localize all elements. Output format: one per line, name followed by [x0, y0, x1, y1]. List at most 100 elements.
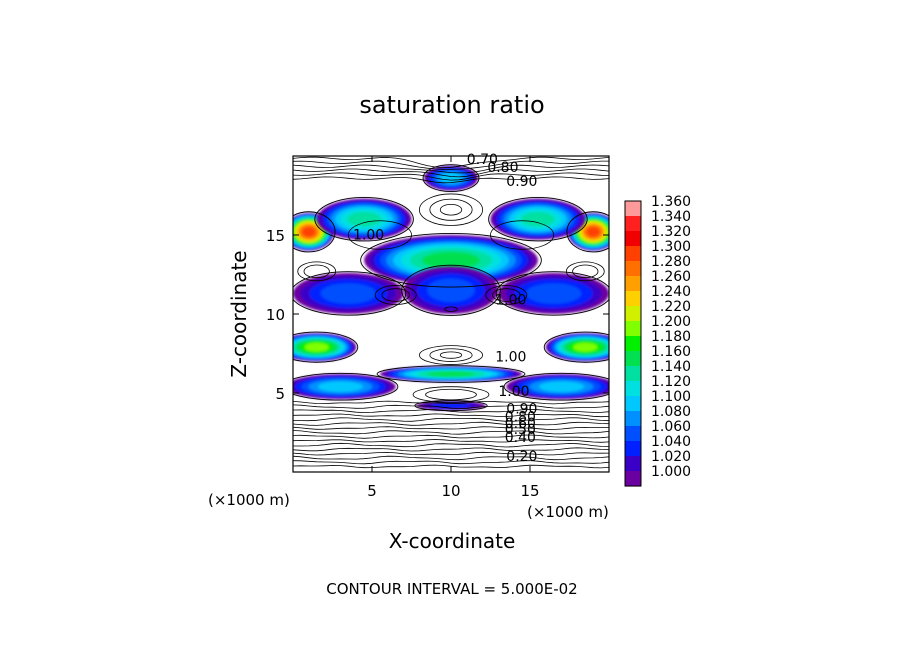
contour-line: [293, 430, 609, 435]
contour-line: [303, 264, 330, 279]
contour-line: [293, 372, 399, 401]
colorbar-swatch: [625, 321, 641, 337]
contour-label: 0.80: [487, 160, 518, 176]
saturation-level-band: [521, 211, 555, 227]
contour-line: [360, 233, 542, 288]
colorbar-swatch: [625, 366, 641, 382]
supersaturated-region: [403, 266, 499, 314]
contour-line: [293, 404, 609, 410]
contour-label: 0.80: [505, 409, 536, 425]
contour-line: [293, 160, 609, 170]
contour-line: [572, 264, 599, 279]
contour-line: [503, 372, 609, 401]
contour-line: [293, 331, 359, 363]
contour-line: [293, 455, 609, 461]
contour-line: [566, 211, 609, 253]
contour-line: [490, 220, 555, 250]
y-axis-label: Z-coordinate: [227, 250, 251, 377]
contour-line: [293, 156, 609, 169]
contour-label: 0.20: [506, 449, 537, 465]
supersaturated-region: [379, 366, 523, 382]
colorbar-swatch: [625, 306, 641, 322]
contour-line: [293, 176, 609, 184]
contour-line: [293, 460, 609, 465]
saturation-level-band: [427, 371, 475, 377]
supersaturated-region: [293, 272, 404, 314]
colorbar-label: 1.340: [651, 209, 691, 225]
contour-line: [565, 261, 605, 282]
contour-line: [293, 168, 609, 178]
saturation-level-band: [526, 283, 582, 304]
contour-line: [297, 261, 337, 282]
saturation-level-band: [422, 251, 480, 269]
supersaturated-region: [506, 374, 609, 400]
saturation-level-band: [427, 278, 475, 303]
x-tick-label: 15: [520, 482, 539, 500]
colorbar-swatch: [625, 396, 641, 412]
colorbar-label: 1.240: [651, 284, 691, 300]
colorbar-label: 1.100: [651, 389, 691, 405]
saturation-level-band: [320, 283, 376, 304]
axis-ticks: 5 10 15 5 10 15: [266, 156, 609, 500]
contour-line: [439, 351, 463, 359]
supersaturated-region: [293, 374, 396, 400]
contour-lines: [293, 156, 609, 469]
contour-line: [293, 417, 609, 422]
colorbar-swatch: [625, 201, 641, 217]
colorbar-swatch: [625, 276, 641, 292]
contour-line: [293, 172, 609, 181]
plot-area: 0.700.800.901.001.001.001.000.900.800.60…: [266, 152, 610, 500]
contour-line: [439, 203, 463, 216]
contour-label: 0.50: [505, 422, 536, 438]
colorbar-swatch: [625, 231, 641, 247]
contour-line: [293, 426, 609, 430]
colorbar-label: 1.020: [651, 449, 691, 465]
contour-label: 0.40: [505, 430, 536, 446]
chart-title: saturation ratio: [359, 91, 544, 119]
supersaturated-region: [490, 198, 586, 240]
colorbar-label: 1.180: [651, 329, 691, 345]
supersaturated-region: [545, 332, 609, 362]
contour-label: 0.90: [506, 402, 537, 418]
colorbar-swatch: [625, 441, 641, 457]
contour-line: [374, 285, 417, 305]
contour-line: [422, 164, 480, 192]
contour-line: [293, 451, 609, 456]
contour-line: [543, 331, 609, 363]
saturation-field: [293, 165, 609, 411]
x-unit-label: (×1000 m): [208, 491, 290, 509]
contour-line: [347, 220, 412, 250]
colorbar-label: 1.200: [651, 314, 691, 330]
supersaturated-region: [293, 332, 357, 362]
contour-line: [418, 193, 483, 226]
colorbar-label: 1.360: [651, 194, 691, 210]
contour-line: [293, 164, 609, 174]
contour-label: 1.00: [498, 384, 529, 400]
contour-line: [293, 211, 336, 253]
saturation-level-band: [539, 381, 585, 392]
contour-label: 1.00: [495, 349, 526, 365]
contour-line: [488, 196, 588, 242]
contour-line: [429, 348, 473, 362]
colorbar-swatch: [625, 336, 641, 352]
saturation-level-band: [304, 342, 329, 352]
colorbar-label: 1.040: [651, 434, 691, 450]
contour-line: [376, 365, 526, 383]
contour-line: [495, 271, 609, 316]
colorbar-swatch: [625, 246, 641, 262]
x-axis-label: X-coordinate: [389, 529, 516, 553]
contour-line: [381, 288, 410, 302]
contour-line: [429, 198, 473, 221]
contour-line: [293, 434, 609, 439]
colorbar-label: 1.320: [651, 224, 691, 240]
colorbar-label: 1.260: [651, 269, 691, 285]
supersaturated-region: [364, 235, 538, 286]
contour-label: 0.60: [505, 416, 536, 432]
y-tick-label: 5: [275, 385, 285, 403]
contour-label: 1.00: [353, 228, 384, 244]
colorbar-label: 1.000: [651, 464, 691, 480]
y-tick-label: 15: [266, 227, 285, 245]
colorbar-swatch: [625, 456, 641, 472]
colorbar-swatch: [625, 426, 641, 442]
